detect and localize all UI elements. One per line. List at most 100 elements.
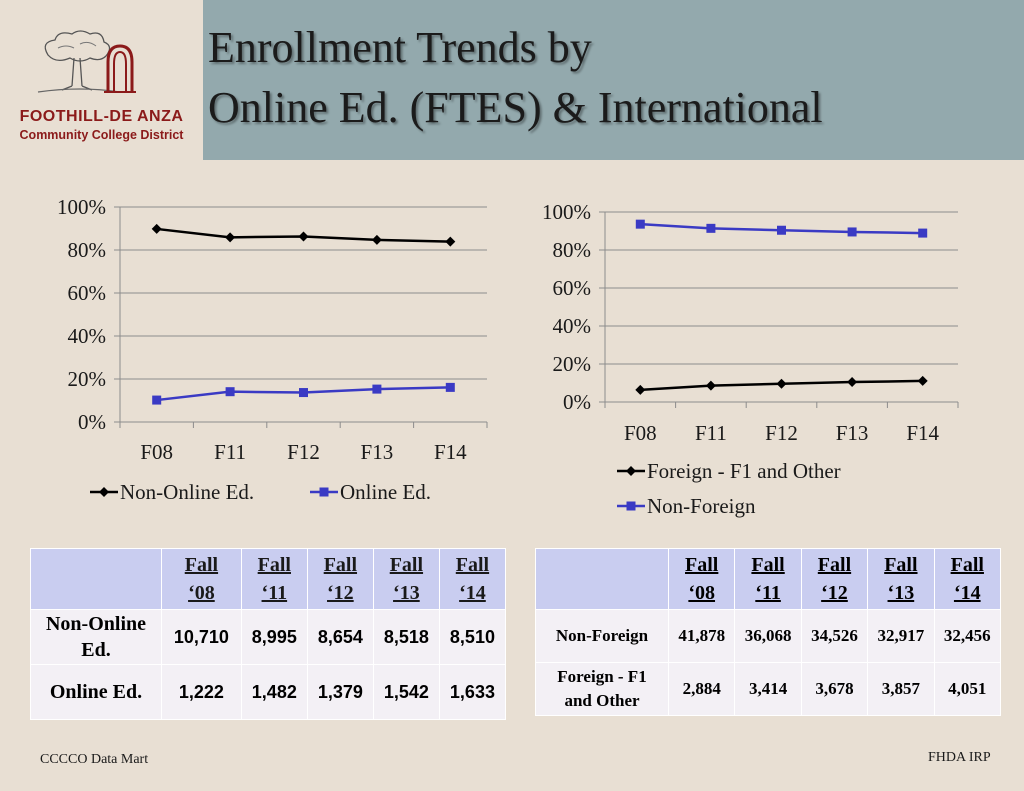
y-tick-label: 40% <box>68 324 107 348</box>
column-header: Fall ‘11 <box>240 548 308 610</box>
data-point <box>777 225 786 235</box>
table-cell: 32,917 <box>867 609 935 663</box>
y-tick-label: 20% <box>68 367 107 391</box>
table-header-row: Fall ‘08 Fall ‘11 Fall ‘12 Fall ‘13 Fall ‘14 <box>30 548 507 610</box>
table-corner-cell <box>30 548 162 610</box>
column-header: Fall ‘13 <box>372 548 440 610</box>
table-cell: 8,654 <box>306 609 374 665</box>
column-header: Fall ‘13 <box>867 548 935 610</box>
data-point <box>445 236 456 247</box>
column-header: Fall ‘12 <box>800 548 869 610</box>
title-line-1: Enrollment Trends by <box>208 23 592 72</box>
column-header-line: ‘12 <box>821 582 848 604</box>
y-tick-label: 100% <box>57 195 106 219</box>
table-cell: 2,884 <box>667 662 736 716</box>
table-corner-cell <box>535 548 669 610</box>
online-ed-table: Fall ‘08 Fall ‘11 Fall ‘12 Fall ‘13 Fall ‘14 Non-… <box>30 548 507 720</box>
column-header-line: Fall <box>455 554 490 576</box>
data-point <box>776 378 787 389</box>
column-header-line: ‘13 <box>887 582 915 604</box>
table-header-row: Fall ‘08 Fall ‘11 Fall ‘12 Fall ‘13 Fall ‘14 <box>535 548 1002 610</box>
row-label: Foreign - F1 and Other <box>535 662 669 716</box>
row-label-line: Ed. <box>81 639 111 661</box>
district-logo: FOOTHILL-DE ANZA Community College Distr… <box>0 0 203 150</box>
row-label-line: Non-Foreign <box>555 626 649 645</box>
data-point <box>225 232 236 243</box>
column-header-line: Fall <box>817 554 852 576</box>
online-ed-chart: 0% 20% 40% 60% 80% 100% F08 F11 F12 F13 F14 Non-Onl… <box>57 195 488 504</box>
data-point <box>372 384 382 394</box>
x-tick-label: F13 <box>361 440 394 464</box>
title-band <box>203 0 1024 160</box>
x-tick-label: F08 <box>624 421 657 445</box>
column-header-line: ‘11 <box>261 582 288 604</box>
legend-marker <box>319 487 329 497</box>
data-point <box>152 395 162 405</box>
header: FOOTHILL-DE ANZA Community College Distr… <box>0 0 1024 160</box>
column-header-line: ‘11 <box>755 582 781 604</box>
table-cell: 8,518 <box>372 609 440 665</box>
international-table: Fall ‘08 Fall ‘11 Fall ‘12 Fall ‘13 Fall ‘14 Non-… <box>535 548 1002 716</box>
data-point <box>847 227 857 237</box>
legend-label: Online Ed. <box>340 480 431 504</box>
y-tick-label: 0% <box>563 390 591 414</box>
data-point <box>847 377 858 388</box>
legend-marker <box>626 501 636 511</box>
column-header-line: Fall <box>685 554 719 576</box>
table-cell: 41,878 <box>667 609 736 663</box>
data-point <box>635 219 645 229</box>
y-tick-label: 40% <box>553 314 592 338</box>
data-point <box>705 380 716 391</box>
table-cell: 32,456 <box>933 609 1002 663</box>
legend-label: Non-Online Ed. <box>120 480 254 504</box>
table-cell: 1,482 <box>240 664 308 720</box>
row-label: Online Ed. <box>30 664 162 720</box>
data-point <box>371 234 382 245</box>
column-header: Fall ‘08 <box>667 548 736 610</box>
source-footnote: CCCCO Data Mart <box>40 752 149 767</box>
x-tick-label: F08 <box>140 440 173 464</box>
legend-marker <box>99 487 109 497</box>
credit-footnote: FHDA IRP <box>928 750 991 765</box>
data-point <box>917 375 928 386</box>
table-row: Foreign - F1 and Other 2,884 3,414 3,678 3,85… <box>535 662 1002 716</box>
column-header-line: Fall <box>184 554 219 576</box>
x-tick-label: F11 <box>695 421 727 445</box>
data-point <box>151 223 162 234</box>
logo-district-subtitle: Community College District <box>19 128 184 142</box>
title-line-2: Online Ed. (FTES) & International <box>208 83 823 132</box>
y-tick-label: 20% <box>553 352 592 376</box>
international-chart: 0% 20% 40% 60% 80% 100% F08 F11 F12 F13 F14 Foreign… <box>542 200 959 518</box>
column-header-line: ‘14 <box>459 582 486 604</box>
data-point <box>298 231 309 242</box>
column-header-line: Fall <box>323 554 358 576</box>
table-cell: 3,414 <box>734 662 802 716</box>
table-cell: 4,051 <box>933 662 1002 716</box>
column-header: Fall ‘08 <box>161 548 242 610</box>
column-header-line: Fall <box>257 554 291 576</box>
data-point <box>706 223 716 233</box>
y-tick-label: 60% <box>553 276 592 300</box>
column-header-line: Fall <box>950 554 984 576</box>
column-header: Fall ‘14 <box>438 548 507 610</box>
table-cell: 3,678 <box>800 662 869 716</box>
row-label-line: and Other <box>564 691 640 710</box>
data-point <box>918 228 928 238</box>
table-cell: 34,526 <box>800 609 869 663</box>
x-tick-label: F12 <box>765 421 798 445</box>
y-tick-label: 100% <box>542 200 591 224</box>
column-header-line: ‘12 <box>327 582 354 604</box>
table-row: Non-Online Ed. 10,710 8,995 8,654 8,518 8,510 <box>30 609 507 665</box>
table-cell: 8,510 <box>438 609 507 665</box>
data-point <box>225 387 235 397</box>
y-tick-label: 80% <box>553 238 592 262</box>
column-header-line: ‘13 <box>393 582 420 604</box>
data-point <box>445 382 455 392</box>
column-header-line: ‘14 <box>953 582 981 604</box>
column-header: Fall ‘14 <box>933 548 1002 610</box>
row-label-line: Online Ed. <box>49 681 143 703</box>
row-label-line: Foreign - F1 <box>557 667 647 686</box>
column-header-line: Fall <box>884 554 918 576</box>
page-title: Enrollment Trends by Online Ed. (FTES) &… <box>208 18 823 138</box>
tree-arch-logo-icon <box>37 30 136 93</box>
